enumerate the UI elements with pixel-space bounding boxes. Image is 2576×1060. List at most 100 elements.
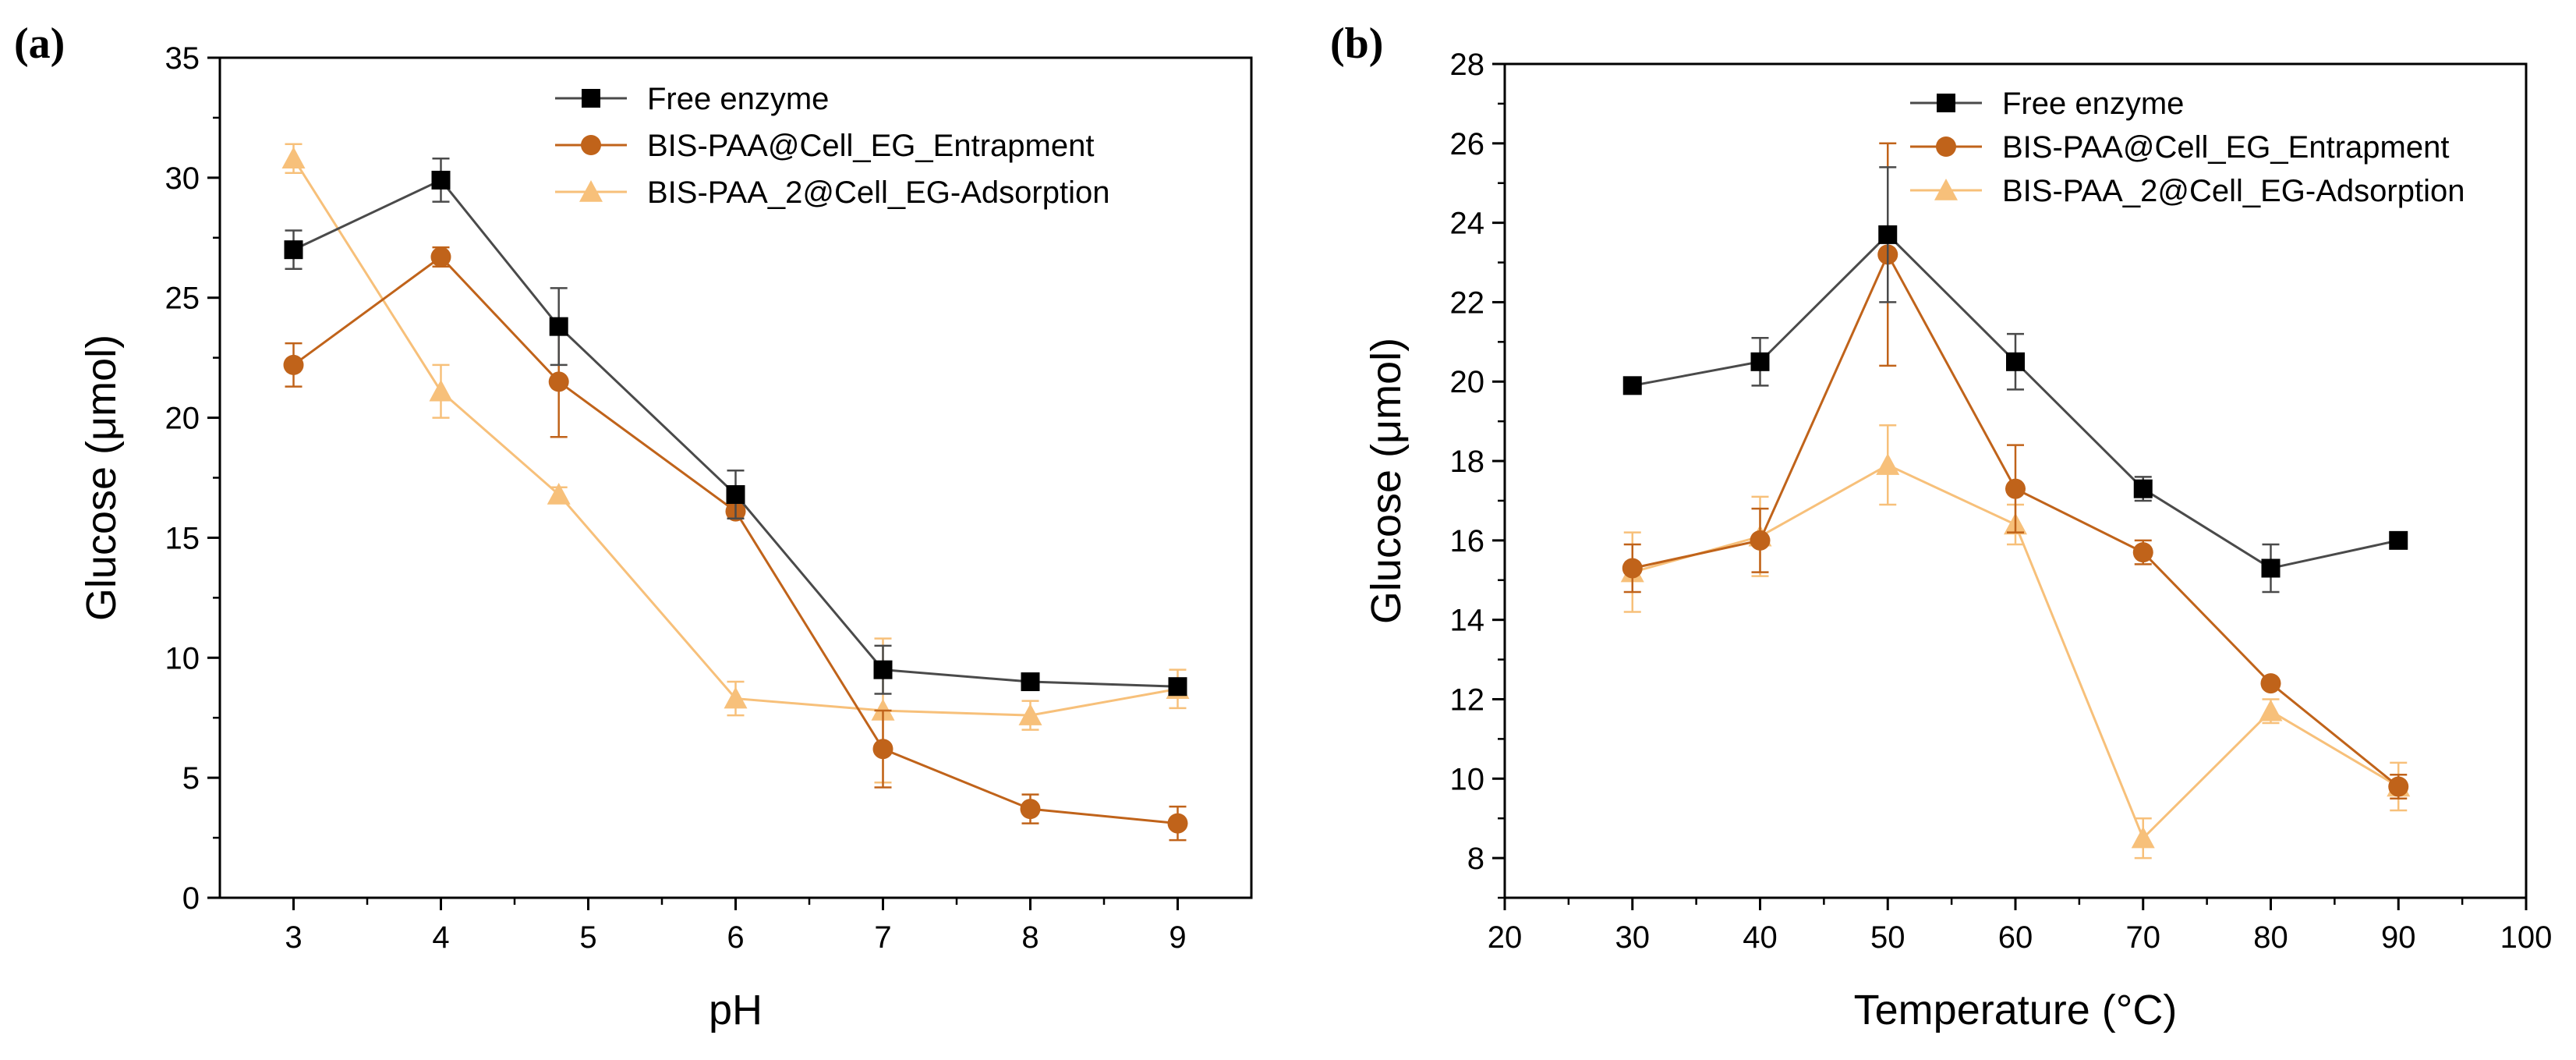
legend-marker bbox=[1936, 136, 1956, 157]
data-point bbox=[1750, 530, 1771, 551]
data-point bbox=[1020, 799, 1041, 820]
x-tick-label: 100 bbox=[2500, 920, 2553, 955]
data-point bbox=[1167, 813, 1188, 834]
legend-marker bbox=[581, 135, 601, 155]
data-point bbox=[724, 686, 748, 709]
x-tick-label: 50 bbox=[1870, 920, 1905, 955]
y-tick-label: 18 bbox=[1450, 445, 1485, 479]
legend-marker bbox=[1934, 179, 1958, 200]
x-tick-label: 4 bbox=[432, 920, 449, 955]
data-point bbox=[2005, 478, 2026, 499]
data-point bbox=[1018, 704, 1042, 725]
panel-label: (b) bbox=[1330, 19, 1383, 68]
series-1 bbox=[1622, 142, 2409, 799]
y-tick-label: 14 bbox=[1450, 604, 1485, 638]
legend-label: BIS-PAA_2@Cell_EG-Adsorption bbox=[2002, 174, 2465, 208]
data-point bbox=[2131, 826, 2155, 849]
data-point bbox=[548, 371, 569, 392]
data-point bbox=[2259, 699, 2283, 721]
data-point bbox=[283, 354, 304, 375]
x-tick-label: 40 bbox=[1743, 920, 1778, 955]
legend-marker bbox=[579, 180, 603, 202]
x-axis-title: pH bbox=[709, 987, 763, 1033]
data-point bbox=[872, 739, 893, 760]
y-tick-label: 30 bbox=[165, 161, 200, 196]
y-tick-label: 26 bbox=[1450, 127, 1485, 161]
legend-label: Free enzyme bbox=[647, 82, 829, 116]
legend-label: Free enzyme bbox=[2002, 87, 2184, 121]
data-point bbox=[2133, 479, 2153, 498]
data-point bbox=[2260, 673, 2281, 694]
x-axis-title: Temperature (°C) bbox=[1854, 987, 2178, 1033]
y-axis-title: Glucose (μmol) bbox=[1363, 338, 1410, 624]
y-tick-label: 20 bbox=[1450, 365, 1485, 399]
panel-label: (a) bbox=[14, 19, 65, 68]
data-point bbox=[430, 246, 451, 268]
legend-label: BIS-PAA@Cell_EG_Entrapment bbox=[647, 129, 1094, 163]
series-0 bbox=[284, 157, 1187, 697]
x-tick-label: 3 bbox=[285, 920, 302, 955]
y-tick-label: 8 bbox=[1467, 842, 1484, 876]
series-line bbox=[292, 255, 1178, 825]
data-point bbox=[1876, 453, 1900, 475]
legend-marker bbox=[582, 89, 600, 108]
series-line bbox=[292, 158, 1178, 717]
data-point bbox=[1622, 558, 1643, 579]
data-point bbox=[431, 170, 451, 190]
data-point bbox=[281, 147, 306, 168]
y-tick-label: 25 bbox=[165, 282, 200, 316]
y-tick-label: 22 bbox=[1450, 285, 1485, 320]
series-2 bbox=[281, 143, 1190, 784]
y-tick-label: 0 bbox=[182, 881, 200, 916]
series-0 bbox=[1622, 166, 2408, 594]
x-tick-label: 7 bbox=[874, 920, 891, 955]
data-point bbox=[1622, 376, 1642, 395]
y-tick-label: 35 bbox=[165, 41, 200, 76]
data-point bbox=[2132, 542, 2153, 563]
data-point bbox=[873, 660, 893, 679]
y-tick-label: 5 bbox=[182, 761, 200, 796]
panel-b: (b) 20 30 40 50 60 70 80 90 100 8 10 12 14 16 18 20 22 24 2… bbox=[1330, 19, 2552, 1033]
y-tick-label: 16 bbox=[1450, 524, 1485, 558]
legend: Free enzyme BIS-PAA@Cell_EG_Entrapment BIS… bbox=[555, 82, 1109, 210]
x-tick-label: 80 bbox=[2253, 920, 2288, 955]
x-tick-label: 8 bbox=[1021, 920, 1039, 955]
legend-marker bbox=[1937, 94, 1955, 112]
y-tick-label: 12 bbox=[1450, 682, 1485, 717]
x-tick-label: 20 bbox=[1488, 920, 1523, 955]
y-tick-label: 10 bbox=[165, 641, 200, 675]
data-point bbox=[1021, 672, 1040, 692]
y-tick-label: 10 bbox=[1450, 762, 1485, 796]
data-point bbox=[1168, 677, 1187, 697]
y-tick-label: 15 bbox=[165, 521, 200, 555]
legend-label: BIS-PAA_2@Cell_EG-Adsorption bbox=[647, 175, 1109, 210]
data-point bbox=[2389, 530, 2408, 550]
x-tick-label: 60 bbox=[1998, 920, 2033, 955]
data-point bbox=[2388, 776, 2409, 797]
legend-label: BIS-PAA@Cell_EG_Entrapment bbox=[2002, 130, 2449, 165]
panel-a: (a) 3 4 5 6 7 8 9 0 5 10 15 20 25 30 35 pH Glucose (μmol)… bbox=[14, 19, 1253, 1033]
x-tick-label: 30 bbox=[1615, 920, 1651, 955]
x-tick-label: 6 bbox=[727, 920, 744, 955]
data-point bbox=[2261, 558, 2281, 578]
x-tick-label: 90 bbox=[2381, 920, 2416, 955]
data-point bbox=[429, 379, 453, 402]
series-1 bbox=[283, 246, 1188, 842]
data-point bbox=[726, 485, 745, 505]
series-line bbox=[292, 179, 1178, 688]
y-tick-label: 20 bbox=[165, 402, 200, 436]
data-point bbox=[547, 483, 571, 505]
data-point bbox=[1878, 225, 1898, 244]
x-tick-label: 5 bbox=[579, 920, 596, 955]
data-point bbox=[549, 317, 568, 336]
data-point bbox=[284, 240, 303, 260]
x-tick-label: 70 bbox=[2126, 920, 2161, 955]
legend: Free enzyme BIS-PAA@Cell_EG_Entrapment BIS… bbox=[1910, 87, 2465, 208]
data-point bbox=[2006, 352, 2025, 371]
y-axis-title: Glucose (μmol) bbox=[78, 335, 125, 621]
y-tick-label: 28 bbox=[1450, 48, 1485, 82]
x-tick-label: 9 bbox=[1169, 920, 1186, 955]
y-tick-label: 24 bbox=[1450, 207, 1485, 241]
